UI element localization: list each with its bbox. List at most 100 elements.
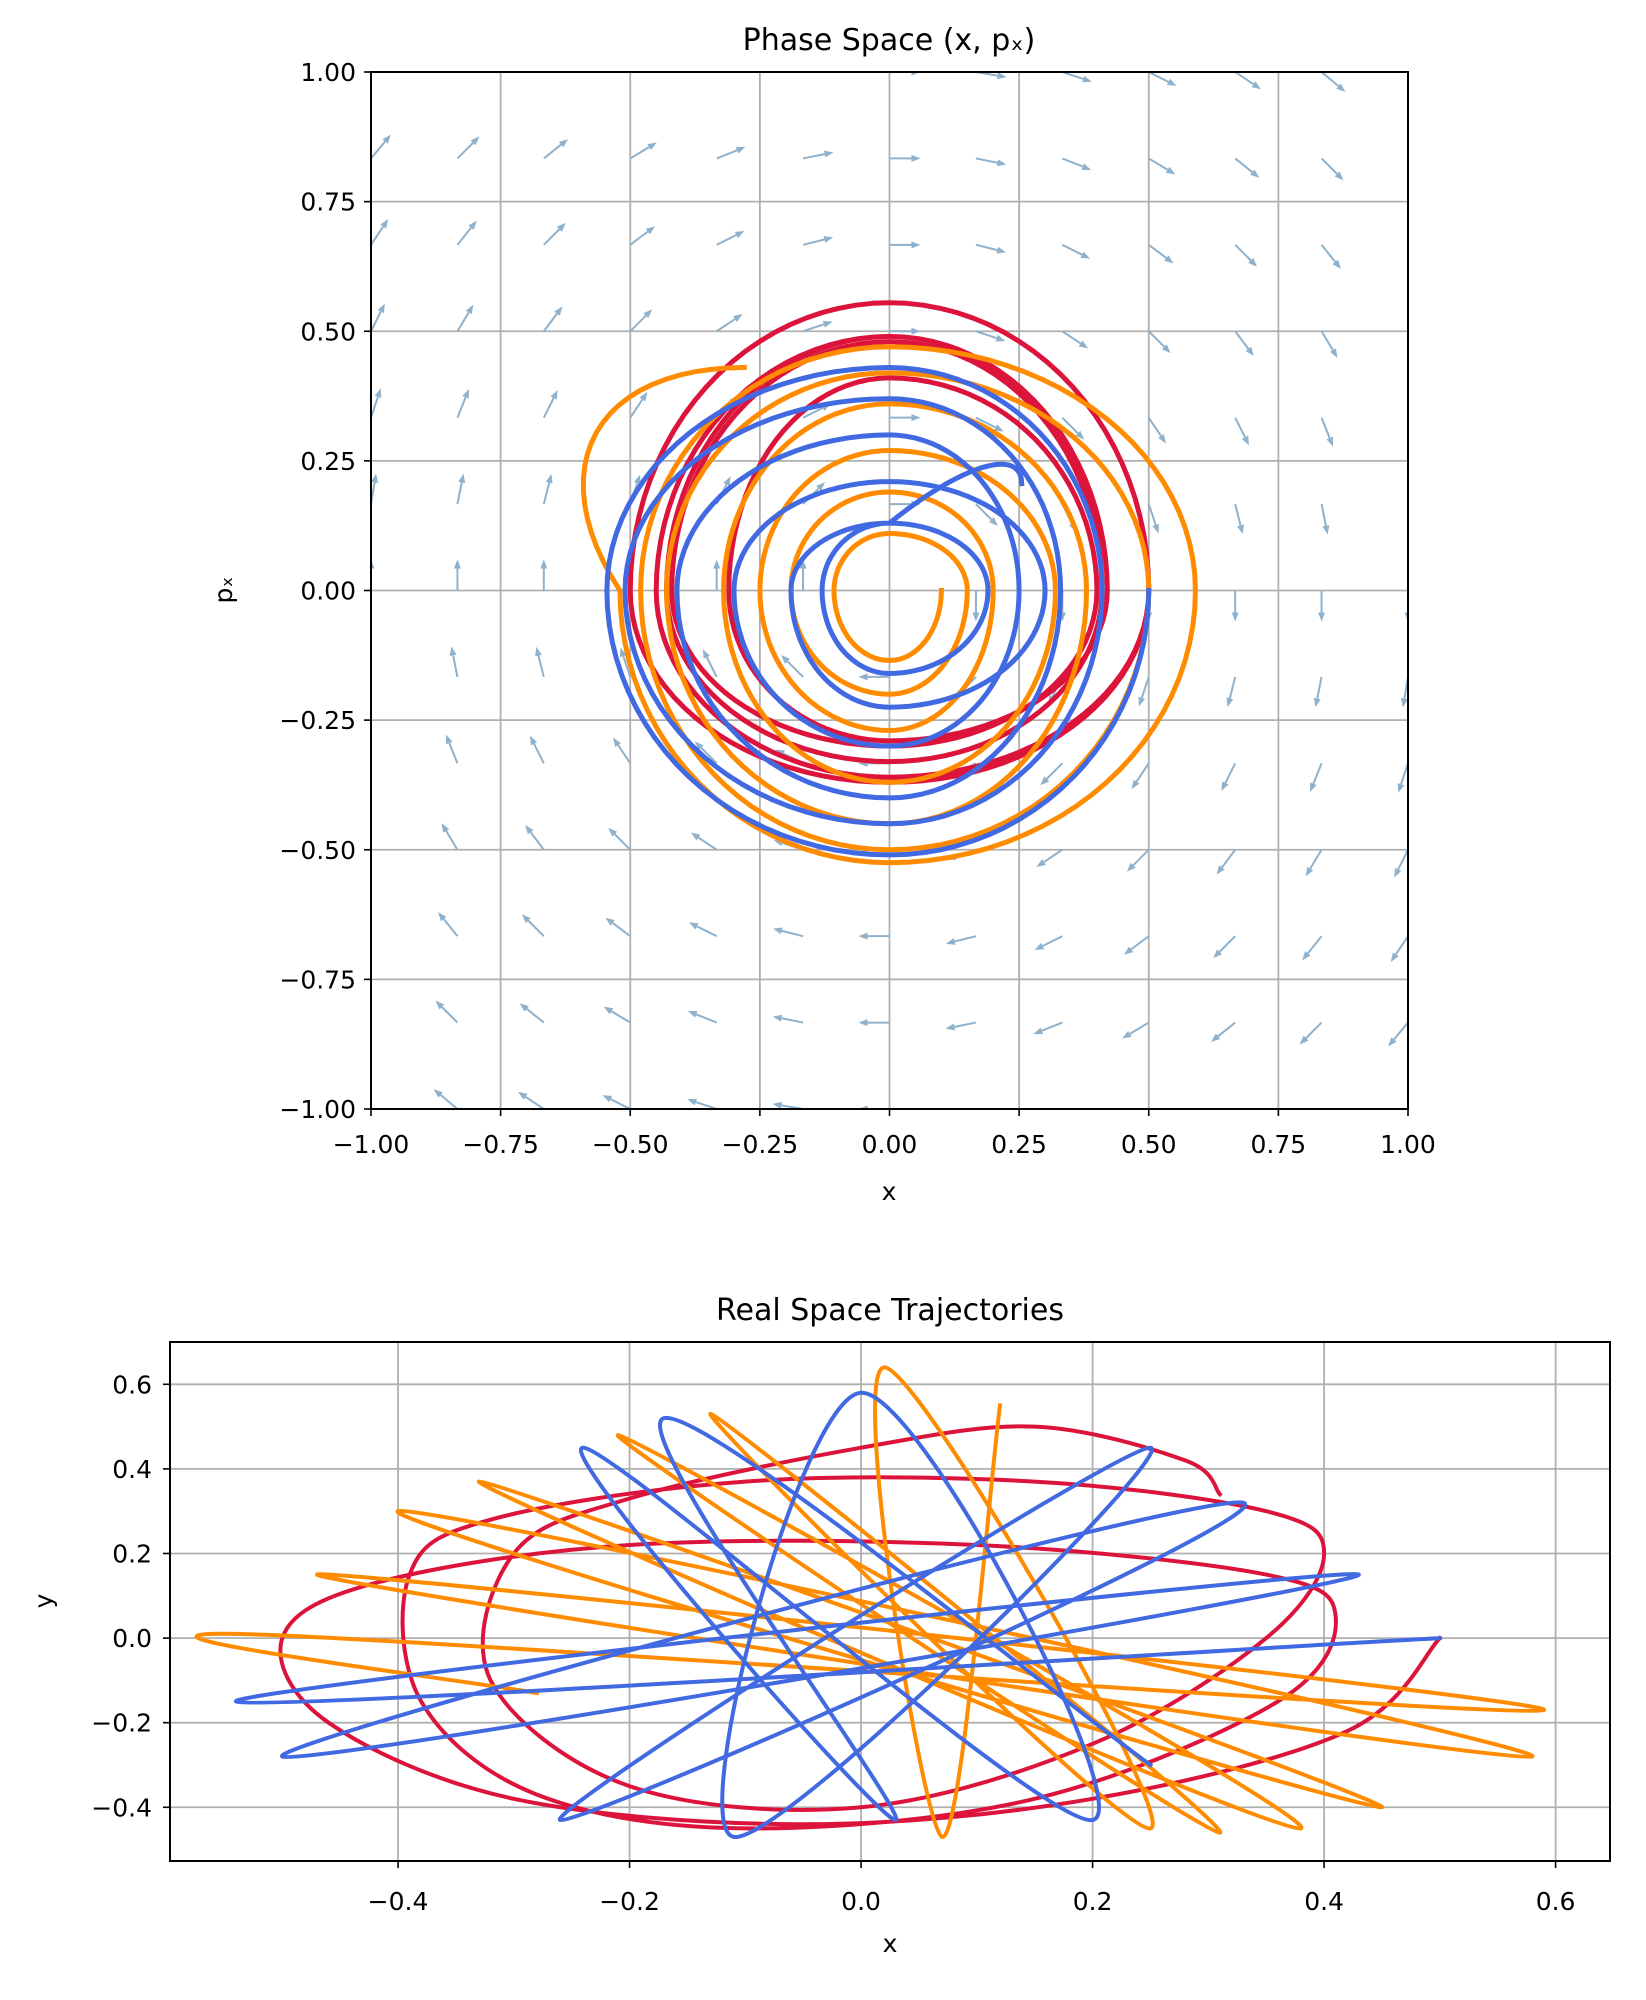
- quiver-arrow: [975, 503, 998, 526]
- phase-space-xlabel: x: [882, 1177, 897, 1206]
- quiver-arrow: [1394, 849, 1408, 878]
- quiver-arrow: [1397, 762, 1408, 793]
- trajectory-blue: [233, 1390, 1442, 1839]
- quiver-arrow: [371, 134, 391, 160]
- quiver-arrow: [1126, 849, 1150, 872]
- quiver-arrow: [945, 935, 977, 945]
- quiver-arrow: [802, 320, 833, 333]
- quiver-arrow: [713, 559, 721, 591]
- quiver-arrow: [1302, 935, 1323, 961]
- quiver-arrow: [456, 473, 466, 505]
- quiver-arrow: [1036, 848, 1063, 867]
- quiver-arrow: [371, 388, 382, 419]
- quiver-arrow: [1061, 330, 1089, 349]
- y-tick-label: 0.00: [300, 577, 356, 606]
- quiver-arrow: [602, 1095, 631, 1109]
- quiver-arrow: [1147, 503, 1160, 534]
- quiver-arrow: [433, 1089, 459, 1109]
- quiver-arrow: [772, 927, 804, 938]
- real-space-xlabel: x: [883, 1929, 898, 1958]
- quiver-arrow: [1122, 1021, 1150, 1039]
- y-tick-label: −0.4: [91, 1793, 152, 1822]
- y-tick-label: 0.2: [112, 1539, 152, 1568]
- quiver-arrow: [619, 647, 632, 678]
- quiver-arrow: [603, 1006, 631, 1024]
- quiver-arrow: [781, 655, 804, 678]
- quiver-arrow: [1388, 1021, 1408, 1047]
- quiver-arrow: [445, 734, 459, 764]
- quiver-arrow: [1234, 244, 1258, 267]
- phase-space-grid: [370, 71, 1409, 1110]
- phase-space-ylabel: pₓ: [209, 577, 238, 604]
- quiver-arrow: [702, 649, 718, 678]
- y-tick-label: −0.2: [91, 1709, 152, 1738]
- quiver-arrow: [1148, 330, 1171, 354]
- quiver-arrow: [972, 590, 980, 622]
- quiver-arrow: [1400, 676, 1408, 708]
- quiver-arrow: [1234, 330, 1254, 357]
- quiver-arrow: [1131, 762, 1150, 790]
- quiver-arrow: [889, 241, 921, 249]
- quiver-arrow: [543, 72, 546, 73]
- quiver-arrow: [716, 230, 745, 246]
- quiver-arrow: [371, 1021, 372, 1023]
- quiver-arrow: [1318, 590, 1326, 622]
- quiver-arrow: [1234, 503, 1244, 535]
- quiver-arrow: [858, 673, 890, 681]
- quiver-arrow: [543, 139, 569, 160]
- quiver-arrow: [371, 219, 389, 246]
- quiver-arrow: [608, 827, 631, 851]
- quiver-arrow: [525, 824, 545, 851]
- quiver-arrow: [456, 304, 474, 332]
- quiver-arrow: [945, 1021, 977, 1031]
- quiver-arrow: [1234, 157, 1260, 178]
- quiver-arrow: [858, 1019, 890, 1027]
- quiver-arrow: [975, 416, 1004, 432]
- quiver-arrow: [371, 847, 372, 850]
- quiver-arrow: [1320, 72, 1346, 92]
- quiver-arrow: [688, 922, 718, 938]
- quiver-arrow: [1234, 417, 1250, 446]
- x-tick-label: 0.00: [862, 1130, 918, 1159]
- quiver-arrow: [453, 559, 461, 591]
- quiver-arrow: [1146, 1108, 1149, 1109]
- real-space-axes: Real Space Trajectories x y −0.4 −0.2 0.0 0…: [29, 1293, 1611, 1958]
- quiver-arrow: [371, 72, 373, 73]
- x-tick-label: −0.50: [592, 1130, 669, 1159]
- y-tick-label: 1.00: [300, 58, 356, 87]
- y-tick-label: −0.75: [279, 965, 356, 994]
- quiver-arrow: [1061, 72, 1092, 83]
- quiver-arrow: [371, 934, 372, 937]
- trajectory-blue: [604, 365, 1152, 858]
- quiver-arrow: [371, 760, 372, 764]
- quiver-arrow: [1213, 935, 1236, 959]
- quiver-arrow: [969, 1108, 976, 1109]
- y-tick-label: −0.25: [279, 706, 356, 735]
- quiver-arrow: [371, 473, 379, 505]
- quiver-arrow: [799, 559, 807, 591]
- quiver-arrow: [1234, 72, 1261, 90]
- x-tick-label: 0.4: [1304, 1887, 1344, 1916]
- y-tick-label: 0.0: [112, 1624, 152, 1653]
- x-tick-label: 1.00: [1380, 1130, 1436, 1159]
- x-tick-label: 0.0: [841, 1887, 881, 1916]
- y-tick-label: 0.4: [112, 1455, 152, 1484]
- x-tick-label: 0.2: [1073, 1887, 1113, 1916]
- quiver-arrow: [371, 303, 385, 332]
- quiver-arrow: [1320, 157, 1344, 181]
- quiver-arrow: [457, 72, 459, 73]
- quiver-arrow: [1320, 417, 1334, 447]
- quiver-arrow: [802, 236, 834, 246]
- quiver-arrow: [456, 388, 469, 419]
- quiver-arrow: [438, 911, 459, 937]
- quiver-arrow: [1040, 762, 1064, 786]
- x-tick-label: 0.75: [1251, 1130, 1307, 1159]
- quiver-arrow: [1407, 417, 1408, 421]
- quiver-arrow: [1407, 244, 1408, 247]
- y-tick-label: 0.25: [300, 447, 356, 476]
- quiver-arrow: [1320, 1108, 1322, 1109]
- quiver-arrow: [1299, 1021, 1323, 1045]
- quiver-arrow: [518, 1091, 545, 1109]
- quiver-arrow: [1033, 1021, 1063, 1035]
